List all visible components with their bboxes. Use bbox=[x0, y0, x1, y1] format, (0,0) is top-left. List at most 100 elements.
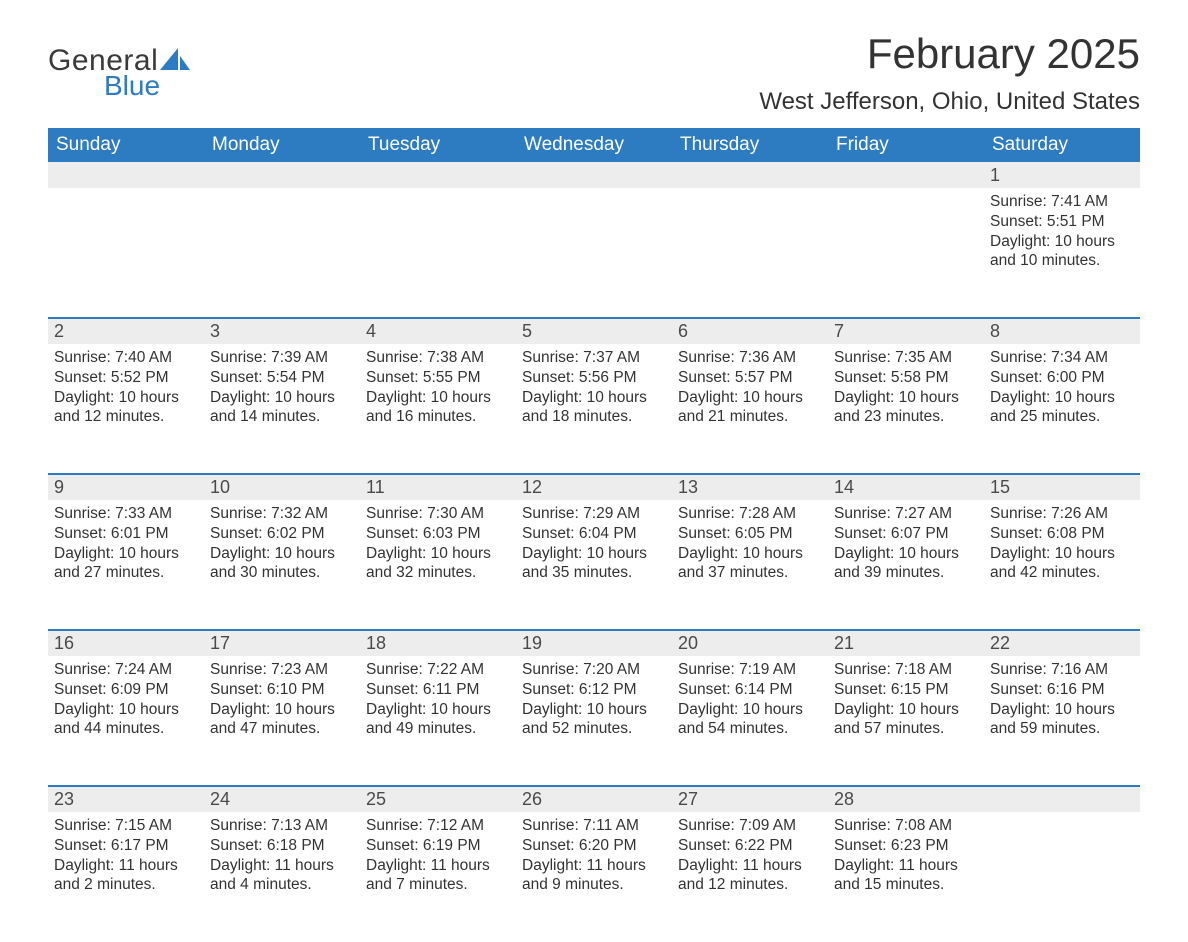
day-number: 8 bbox=[990, 321, 1000, 341]
daylight-text: Daylight: 10 hours and 35 minutes. bbox=[522, 544, 666, 584]
sunset-text: Sunset: 6:12 PM bbox=[522, 680, 666, 700]
daylight-text: Daylight: 10 hours and 37 minutes. bbox=[678, 544, 822, 584]
day-cell: Sunrise: 7:28 AMSunset: 6:05 PMDaylight:… bbox=[672, 500, 828, 630]
day-cell: Sunrise: 7:23 AMSunset: 6:10 PMDaylight:… bbox=[204, 656, 360, 786]
daylight-text: Daylight: 11 hours and 12 minutes. bbox=[678, 856, 822, 896]
daylight-text: Daylight: 11 hours and 9 minutes. bbox=[522, 856, 666, 896]
day-cell bbox=[516, 188, 672, 318]
day-number: 2 bbox=[54, 321, 64, 341]
week-daynum-row: 1 bbox=[48, 162, 1140, 188]
day-number-cell: 7 bbox=[828, 318, 984, 344]
sunrise-text: Sunrise: 7:26 AM bbox=[990, 504, 1134, 524]
daylight-text: Daylight: 10 hours and 18 minutes. bbox=[522, 388, 666, 428]
day-number-cell: 10 bbox=[204, 474, 360, 500]
sunrise-text: Sunrise: 7:08 AM bbox=[834, 816, 978, 836]
day-body: Sunrise: 7:38 AMSunset: 5:55 PMDaylight:… bbox=[360, 344, 516, 433]
day-number-cell: 16 bbox=[48, 630, 204, 656]
sunrise-text: Sunrise: 7:28 AM bbox=[678, 504, 822, 524]
sunset-text: Sunset: 6:16 PM bbox=[990, 680, 1134, 700]
daylight-text: Daylight: 10 hours and 47 minutes. bbox=[210, 700, 354, 740]
sunrise-text: Sunrise: 7:18 AM bbox=[834, 660, 978, 680]
daylight-text: Daylight: 11 hours and 15 minutes. bbox=[834, 856, 978, 896]
daylight-text: Daylight: 10 hours and 14 minutes. bbox=[210, 388, 354, 428]
day-cell bbox=[984, 812, 1140, 942]
sunset-text: Sunset: 5:51 PM bbox=[990, 212, 1134, 232]
sunrise-text: Sunrise: 7:23 AM bbox=[210, 660, 354, 680]
daylight-text: Daylight: 10 hours and 52 minutes. bbox=[522, 700, 666, 740]
day-cell: Sunrise: 7:34 AMSunset: 6:00 PMDaylight:… bbox=[984, 344, 1140, 474]
sunset-text: Sunset: 5:54 PM bbox=[210, 368, 354, 388]
day-number-cell bbox=[672, 162, 828, 188]
daylight-text: Daylight: 10 hours and 54 minutes. bbox=[678, 700, 822, 740]
day-body: Sunrise: 7:32 AMSunset: 6:02 PMDaylight:… bbox=[204, 500, 360, 589]
day-number: 19 bbox=[522, 633, 542, 653]
day-number-cell: 28 bbox=[828, 786, 984, 812]
day-number-cell: 12 bbox=[516, 474, 672, 500]
day-cell bbox=[360, 188, 516, 318]
day-number: 26 bbox=[522, 789, 542, 809]
day-body: Sunrise: 7:34 AMSunset: 6:00 PMDaylight:… bbox=[984, 344, 1140, 433]
day-number: 18 bbox=[366, 633, 386, 653]
sunset-text: Sunset: 6:04 PM bbox=[522, 524, 666, 544]
day-body: Sunrise: 7:15 AMSunset: 6:17 PMDaylight:… bbox=[48, 812, 204, 901]
sunrise-text: Sunrise: 7:37 AM bbox=[522, 348, 666, 368]
day-cell: Sunrise: 7:11 AMSunset: 6:20 PMDaylight:… bbox=[516, 812, 672, 942]
day-number-cell bbox=[48, 162, 204, 188]
day-cell bbox=[672, 188, 828, 318]
daylight-text: Daylight: 11 hours and 2 minutes. bbox=[54, 856, 198, 896]
day-number: 23 bbox=[54, 789, 74, 809]
day-cell: Sunrise: 7:09 AMSunset: 6:22 PMDaylight:… bbox=[672, 812, 828, 942]
day-cell: Sunrise: 7:22 AMSunset: 6:11 PMDaylight:… bbox=[360, 656, 516, 786]
logo-word-blue: Blue bbox=[104, 74, 192, 98]
sunset-text: Sunset: 5:56 PM bbox=[522, 368, 666, 388]
header: General Blue February 2025 West Jefferso… bbox=[48, 30, 1140, 124]
sunrise-text: Sunrise: 7:41 AM bbox=[990, 192, 1134, 212]
day-body: Sunrise: 7:08 AMSunset: 6:23 PMDaylight:… bbox=[828, 812, 984, 901]
sunset-text: Sunset: 6:19 PM bbox=[366, 836, 510, 856]
day-cell: Sunrise: 7:39 AMSunset: 5:54 PMDaylight:… bbox=[204, 344, 360, 474]
day-body: Sunrise: 7:39 AMSunset: 5:54 PMDaylight:… bbox=[204, 344, 360, 433]
day-number: 12 bbox=[522, 477, 542, 497]
day-number-cell: 23 bbox=[48, 786, 204, 812]
day-number-cell: 24 bbox=[204, 786, 360, 812]
weekday-header: Sunday bbox=[48, 128, 204, 162]
day-body: Sunrise: 7:19 AMSunset: 6:14 PMDaylight:… bbox=[672, 656, 828, 745]
week-body-row: Sunrise: 7:33 AMSunset: 6:01 PMDaylight:… bbox=[48, 500, 1140, 630]
day-cell: Sunrise: 7:19 AMSunset: 6:14 PMDaylight:… bbox=[672, 656, 828, 786]
day-number-cell: 5 bbox=[516, 318, 672, 344]
sunset-text: Sunset: 6:09 PM bbox=[54, 680, 198, 700]
page-title: February 2025 bbox=[759, 30, 1140, 78]
day-body: Sunrise: 7:20 AMSunset: 6:12 PMDaylight:… bbox=[516, 656, 672, 745]
day-body: Sunrise: 7:16 AMSunset: 6:16 PMDaylight:… bbox=[984, 656, 1140, 745]
day-number: 7 bbox=[834, 321, 844, 341]
daylight-text: Daylight: 10 hours and 16 minutes. bbox=[366, 388, 510, 428]
day-number: 21 bbox=[834, 633, 854, 653]
sunset-text: Sunset: 6:20 PM bbox=[522, 836, 666, 856]
sunset-text: Sunset: 5:52 PM bbox=[54, 368, 198, 388]
day-number-cell: 2 bbox=[48, 318, 204, 344]
day-body: Sunrise: 7:13 AMSunset: 6:18 PMDaylight:… bbox=[204, 812, 360, 901]
day-cell: Sunrise: 7:27 AMSunset: 6:07 PMDaylight:… bbox=[828, 500, 984, 630]
day-body: Sunrise: 7:27 AMSunset: 6:07 PMDaylight:… bbox=[828, 500, 984, 589]
day-cell: Sunrise: 7:36 AMSunset: 5:57 PMDaylight:… bbox=[672, 344, 828, 474]
weekday-header: Saturday bbox=[984, 128, 1140, 162]
daylight-text: Daylight: 10 hours and 44 minutes. bbox=[54, 700, 198, 740]
sunrise-text: Sunrise: 7:29 AM bbox=[522, 504, 666, 524]
daylight-text: Daylight: 10 hours and 10 minutes. bbox=[990, 232, 1134, 272]
logo: General Blue bbox=[48, 30, 192, 97]
sunset-text: Sunset: 6:05 PM bbox=[678, 524, 822, 544]
day-cell bbox=[48, 188, 204, 318]
sunrise-text: Sunrise: 7:16 AM bbox=[990, 660, 1134, 680]
day-number-cell bbox=[828, 162, 984, 188]
day-number-cell: 6 bbox=[672, 318, 828, 344]
day-number: 20 bbox=[678, 633, 698, 653]
sunrise-text: Sunrise: 7:39 AM bbox=[210, 348, 354, 368]
day-number: 17 bbox=[210, 633, 230, 653]
sunrise-text: Sunrise: 7:30 AM bbox=[366, 504, 510, 524]
week-daynum-row: 2345678 bbox=[48, 318, 1140, 344]
day-number-cell bbox=[204, 162, 360, 188]
sunset-text: Sunset: 6:08 PM bbox=[990, 524, 1134, 544]
daylight-text: Daylight: 11 hours and 7 minutes. bbox=[366, 856, 510, 896]
day-body: Sunrise: 7:24 AMSunset: 6:09 PMDaylight:… bbox=[48, 656, 204, 745]
day-cell: Sunrise: 7:37 AMSunset: 5:56 PMDaylight:… bbox=[516, 344, 672, 474]
